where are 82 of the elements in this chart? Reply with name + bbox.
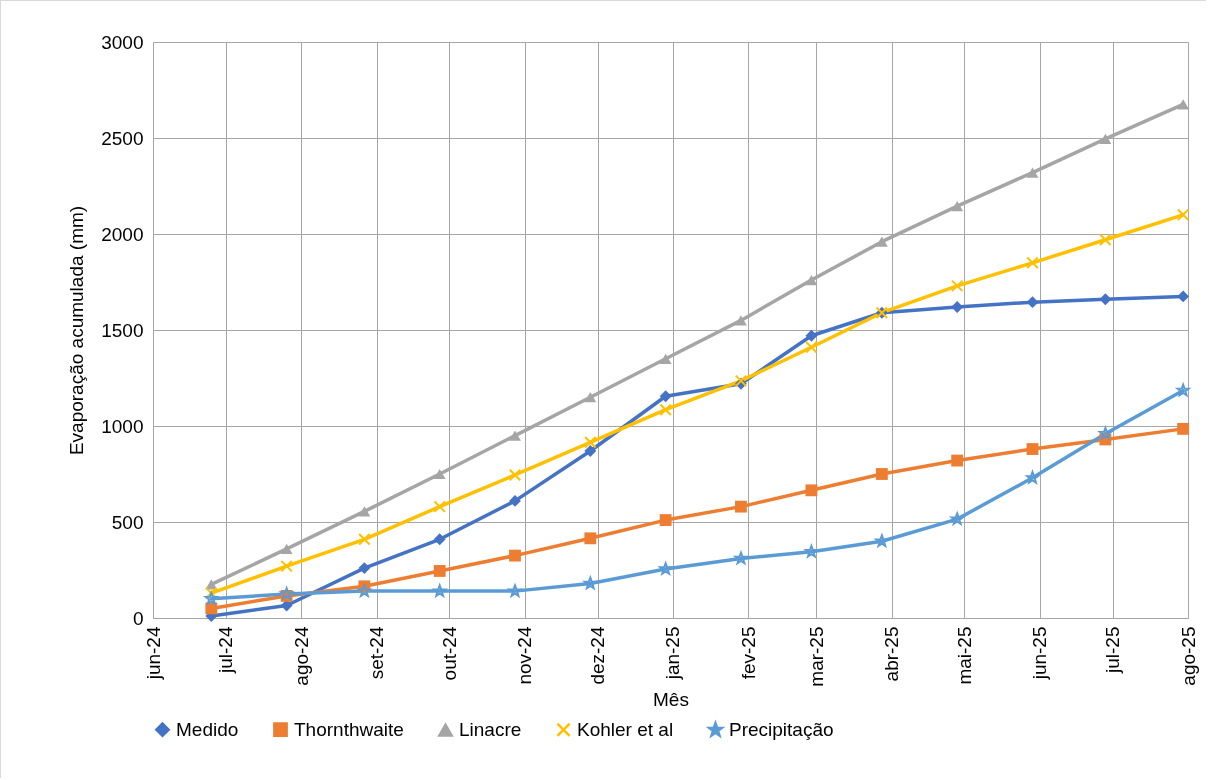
x-tick-label: abr-25	[881, 626, 903, 682]
point	[1176, 208, 1190, 222]
y-tick-label: 2000	[101, 223, 144, 245]
point	[805, 329, 818, 342]
point	[950, 512, 964, 525]
point	[1177, 422, 1190, 435]
point	[805, 341, 818, 354]
point	[584, 436, 597, 449]
point	[659, 514, 672, 526]
y-tick-label: 1000	[101, 415, 144, 437]
point	[433, 500, 446, 513]
y-tick-label: 0	[132, 607, 144, 629]
legend-label: Thornthwaite	[294, 718, 404, 740]
y-tick-label: 2500	[101, 127, 144, 149]
point	[735, 500, 747, 513]
point	[659, 390, 672, 403]
point	[509, 494, 521, 507]
x-axis-title: Mês	[653, 688, 689, 710]
point	[659, 403, 672, 416]
legend-label: Kohler et al	[577, 718, 674, 740]
point	[280, 543, 293, 554]
point	[1099, 233, 1112, 246]
point	[1099, 293, 1112, 306]
x-tick-label: dez-24	[587, 626, 609, 685]
point	[509, 430, 521, 441]
point	[509, 549, 521, 562]
legend-label: Precipitação	[729, 719, 834, 741]
point	[584, 532, 597, 545]
point	[804, 544, 818, 558]
point	[735, 315, 747, 326]
point	[1099, 133, 1112, 145]
point	[508, 584, 522, 597]
y-axis-title: Evaporação acumulada (mm)	[66, 205, 88, 456]
point	[433, 468, 446, 480]
legend-label: Linacre	[459, 719, 522, 741]
point	[433, 565, 446, 577]
point	[584, 392, 597, 403]
x-tick-label: mai-25	[953, 626, 975, 685]
x-tick-label: ago-24	[290, 626, 312, 686]
x-tick-label: jan-25	[662, 626, 684, 681]
y-tick-label: 1500	[101, 319, 144, 341]
point	[875, 236, 888, 247]
point	[659, 353, 672, 364]
point	[1176, 383, 1190, 397]
point	[508, 468, 522, 482]
y-tick-label: 500	[111, 511, 144, 533]
x-tick-label: jul-25	[1102, 626, 1124, 674]
point	[805, 274, 818, 286]
point	[1026, 167, 1039, 178]
x-tick-label: jun-25	[1029, 626, 1051, 681]
point	[951, 454, 964, 467]
x-tick-label: ago-25	[1177, 626, 1199, 686]
point	[1098, 426, 1112, 440]
point	[951, 201, 964, 212]
x-tick-label: set-24	[366, 626, 388, 680]
point	[805, 484, 818, 497]
point	[875, 534, 889, 547]
point	[584, 445, 597, 457]
point	[659, 562, 673, 575]
point	[280, 559, 293, 573]
point	[433, 584, 447, 597]
point	[1026, 256, 1039, 270]
point	[433, 533, 446, 546]
point	[357, 584, 371, 597]
x-tick-label: mar-25	[805, 626, 827, 687]
legend-label: Medido	[176, 718, 239, 740]
x-tick-label: out-24	[438, 626, 460, 681]
point	[1177, 290, 1190, 303]
y-tick-label: 3000	[101, 31, 144, 53]
point	[875, 468, 888, 480]
point	[358, 533, 371, 546]
x-tick-label: jun-24	[142, 626, 164, 681]
point	[583, 576, 597, 590]
point	[358, 562, 371, 574]
x-tick-label: jul-24	[215, 626, 237, 674]
point	[204, 592, 218, 605]
x-tick-label: fev-25	[737, 626, 759, 680]
point	[950, 279, 964, 293]
point	[358, 506, 371, 517]
point	[1026, 443, 1039, 455]
point	[734, 551, 748, 565]
x-tick-label: nov-24	[514, 626, 536, 685]
